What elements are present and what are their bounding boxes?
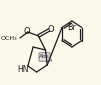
Text: Abs: Abs bbox=[39, 54, 50, 59]
Text: ': ' bbox=[49, 58, 51, 68]
FancyBboxPatch shape bbox=[39, 53, 50, 61]
Text: O: O bbox=[24, 27, 30, 36]
Text: HN: HN bbox=[18, 65, 29, 74]
Text: O: O bbox=[47, 24, 54, 33]
Text: Br: Br bbox=[67, 23, 76, 32]
Text: OCH₃: OCH₃ bbox=[1, 36, 17, 41]
